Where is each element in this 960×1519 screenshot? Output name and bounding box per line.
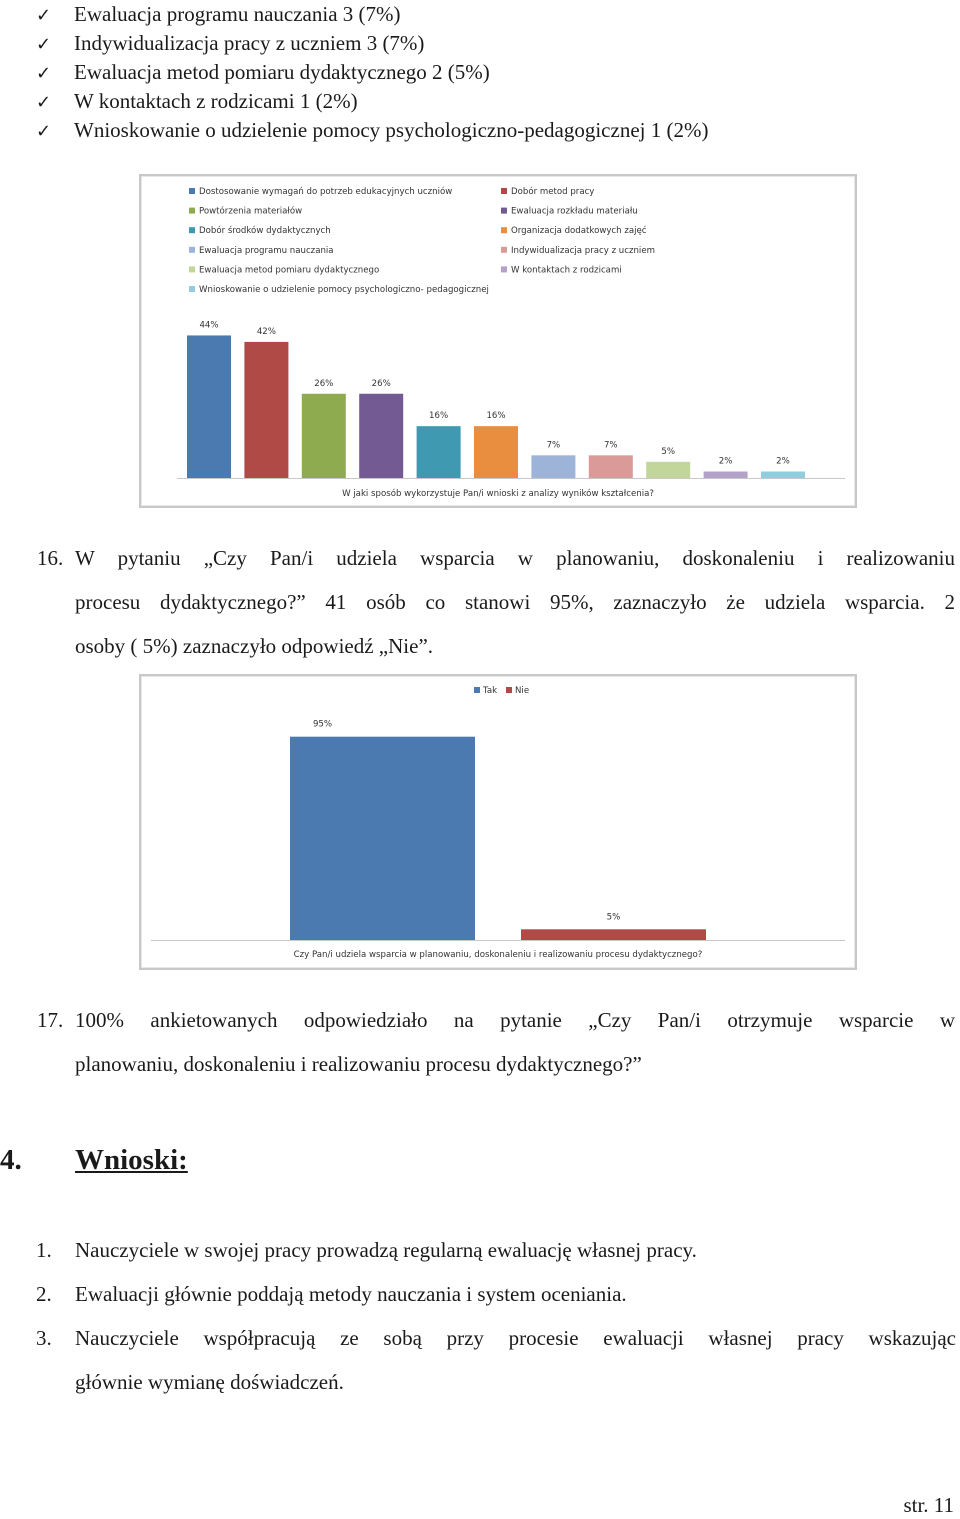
checklist: ✓ Ewaluacja programu nauczania 3 (7%) ✓ In…	[36, 0, 708, 145]
conclusion-item: 3. Nauczyciele współpracują ze sobą przy…	[36, 1316, 956, 1404]
question-16-number: 16.	[37, 546, 64, 570]
checkmark-icon: ✓	[36, 121, 52, 142]
conclusion-item: 2. Ewaluacji głównie poddają metody nauc…	[36, 1272, 956, 1316]
legend-label: Dostosowanie wymagań do potrzeb edukacyj…	[199, 186, 452, 197]
data-label: 5%	[661, 447, 675, 457]
legend-swatch	[501, 266, 507, 273]
bar	[521, 929, 706, 940]
x-axis-label: Czy Pan/i udziela wsparcia w planowaniu,…	[294, 950, 703, 960]
question-16: 16. W pytaniu „Czy Pan/i udziela wsparci…	[37, 536, 955, 668]
bar	[290, 736, 475, 940]
data-label: 26%	[314, 379, 333, 389]
page-number: str. 11	[903, 1493, 954, 1517]
section-heading: 4. Wnioski:	[0, 1138, 188, 1182]
conclusion-number: 3.	[36, 1326, 52, 1350]
legend-label: Ewaluacja metod pomiaru dydaktycznego	[199, 265, 379, 275]
legend-swatch	[189, 286, 195, 292]
legend-swatch	[189, 207, 195, 214]
checkmark-icon: ✓	[36, 63, 52, 84]
checkmark-icon: ✓	[36, 92, 52, 113]
legend-swatch	[501, 246, 507, 253]
question-16-line: W pytaniu „Czy Pan/i udziela wsparcia w …	[75, 546, 955, 570]
legend-swatch	[189, 188, 195, 194]
legend-label: Tak	[482, 686, 497, 696]
conclusion-number: 1.	[36, 1238, 52, 1262]
list-item: ✓ Wnioskowanie o udzielenie pomocy psycho…	[36, 116, 708, 145]
conclusion-text: głównie wymianę doświadczeń.	[75, 1370, 344, 1394]
legend-swatch	[506, 687, 512, 693]
question-17-number: 17.	[37, 1008, 64, 1032]
bar-chart-support: Tak Nie 95% 5% Czy Pan/i udziela wsparcia w …	[139, 674, 857, 970]
legend-swatch	[474, 687, 480, 693]
legend-swatch	[189, 266, 195, 273]
legend-label: Ewaluacja programu nauczania	[199, 246, 334, 256]
list-item: ✓ Ewaluacja programu nauczania 3 (7%)	[36, 0, 708, 29]
legend-label: Dobór metod pracy	[511, 186, 594, 197]
bar	[646, 461, 691, 478]
legend-swatch	[189, 227, 195, 234]
conclusion-text: Nauczyciele w swojej pracy prowadzą regu…	[75, 1238, 697, 1262]
bar	[359, 393, 404, 478]
conclusion-text: Nauczyciele współpracują ze sobą przy pr…	[75, 1326, 956, 1350]
bar	[531, 455, 576, 478]
conclusion-number: 2.	[36, 1282, 52, 1306]
legend-label: Powtórzenia materiałów	[199, 206, 302, 217]
bar	[761, 471, 805, 478]
data-label: 5%	[607, 912, 621, 922]
legend-label: Dobór środków dydaktycznych	[199, 225, 331, 236]
list-item-text: Indywidualizacja pracy z uczniem 3 (7%)	[74, 31, 425, 55]
bar	[703, 471, 748, 478]
bar-chart-usage-svg: Dostosowanie wymagań do potrzeb edukacyj…	[177, 186, 845, 499]
checkmark-icon: ✓	[36, 5, 52, 26]
checkmark-icon: ✓	[36, 34, 52, 55]
legend-label: Ewaluacja rozkładu materiału	[511, 207, 638, 217]
x-axis-label: W jaki sposób wykorzystuje Pan/i wnioski…	[342, 488, 654, 499]
bar	[301, 393, 346, 478]
question-16-line: osoby ( 5%) zaznaczyło odpowiedź „Nie”.	[75, 634, 434, 658]
section-title: Wnioski:	[75, 1144, 188, 1176]
list-item-text: Wnioskowanie o udzielenie pomocy psychol…	[74, 118, 709, 142]
data-label: 2%	[776, 457, 790, 467]
legend-swatch	[501, 227, 507, 234]
list-item: ✓ Ewaluacja metod pomiaru dydaktycznego 2…	[36, 58, 708, 87]
conclusions-list: 1. Nauczyciele w swojej pracy prowadzą r…	[36, 1228, 956, 1404]
bar	[244, 341, 289, 478]
list-item: ✓ Indywidualizacja pracy z uczniem 3 (7%)	[36, 29, 708, 58]
data-label: 95%	[313, 720, 332, 730]
legend-swatch	[189, 246, 195, 253]
question-16-line: procesu dydaktycznego?” 41 osób co stano…	[75, 590, 955, 614]
question-17-line: planowaniu, doskonaleniu i realizowaniu …	[75, 1052, 642, 1076]
legend-label: Indywidualizacja pracy z uczniem	[511, 246, 655, 256]
bar-chart-support-svg: Tak Nie 95% 5% Czy Pan/i udziela wsparcia w …	[151, 686, 845, 960]
list-item-text: Ewaluacja programu nauczania 3 (7%)	[74, 2, 401, 26]
question-17: 17. 100% ankietowanych odpowiedziało na …	[37, 998, 955, 1086]
section-number: 4.	[0, 1144, 22, 1176]
conclusion-text: Ewaluacji głównie poddają metody nauczan…	[75, 1282, 627, 1306]
data-label: 16%	[429, 411, 448, 421]
data-label: 7%	[547, 440, 561, 450]
data-label: 44%	[199, 320, 218, 330]
bar	[474, 426, 518, 478]
list-item-text: W kontaktach z rodzicami 1 (2%)	[74, 89, 358, 113]
bar	[416, 426, 461, 478]
data-label: 16%	[486, 411, 505, 421]
list-item-text: Ewaluacja metod pomiaru dydaktycznego 2 …	[74, 60, 490, 84]
conclusion-item: 1. Nauczyciele w swojej pracy prowadzą r…	[36, 1228, 956, 1272]
legend-swatch	[501, 188, 507, 194]
list-item: ✓ W kontaktach z rodzicami 1 (2%)	[36, 87, 708, 116]
bar-chart-usage: Dostosowanie wymagań do potrzeb edukacyj…	[139, 174, 857, 508]
data-label: 42%	[257, 327, 276, 337]
bar	[588, 455, 633, 478]
legend-label: Wnioskowanie o udzielenie pomocy psychol…	[199, 285, 489, 295]
bar	[187, 335, 231, 478]
legend-swatch	[501, 207, 507, 214]
legend-label: Nie	[515, 686, 529, 696]
data-label: 26%	[372, 379, 391, 389]
data-label: 2%	[719, 457, 733, 467]
question-17-line: 100% ankietowanych odpowiedziało na pyta…	[75, 1008, 955, 1032]
legend-label: Organizacja dodatkowych zajęć	[511, 225, 647, 236]
data-label: 7%	[604, 440, 618, 450]
legend-label: W kontaktach z rodzicami	[511, 265, 622, 275]
